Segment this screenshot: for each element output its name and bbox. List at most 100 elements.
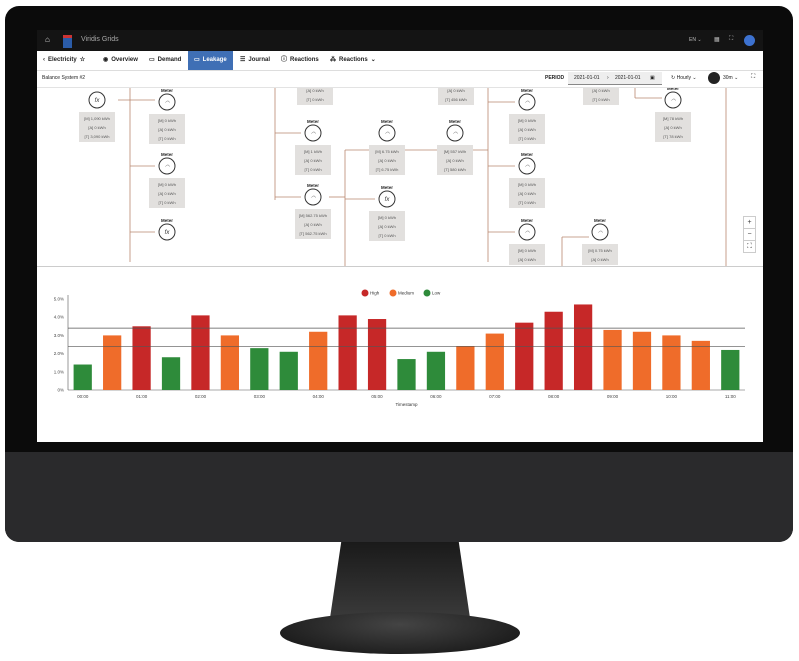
date-range-picker[interactable]: 2021-01-01 › 2021-01-01 ▣ [568, 72, 662, 85]
meter-node[interactable]: Meter ◠ [M] 78 kWh [A] 0 kWh [T] 78 kWh [655, 86, 691, 142]
node-value: [M] 0 kWh [518, 248, 536, 253]
bar-01:30[interactable] [161, 357, 181, 390]
bar-10:30[interactable] [691, 340, 710, 390]
bar-09:30[interactable] [632, 331, 652, 390]
meter-node[interactable]: Meter ◠ [M] 0 kWh [A] 0 kWh [T] 0 kWh [509, 152, 545, 208]
bar-06:00[interactable] [426, 351, 446, 390]
demand-icon: ▭ [149, 57, 155, 63]
bar-09:00[interactable] [603, 329, 622, 390]
refresh-select[interactable]: 30m ⌄ [723, 75, 739, 81]
x-tick-label: 07:00 [489, 394, 501, 399]
node-value: [M] 1,090 kWh [84, 116, 110, 121]
x-tick-label: 03:00 [254, 394, 266, 399]
node-value: [T] 0 kWh [306, 97, 323, 102]
y-tick-label: 2.0% [54, 351, 64, 356]
gauge-icon [518, 93, 536, 111]
home-icon[interactable]: ⌂ [45, 35, 50, 44]
interval-select[interactable]: ↻ Hourly ⌄ [671, 75, 697, 81]
bar-00:00[interactable] [73, 364, 92, 390]
legend-swatch[interactable] [389, 289, 397, 297]
meter-node[interactable]: Meter ◠ [M] 0 kWh [A] 0 kWh [T] 0 kWh [149, 88, 185, 144]
node-value: [M] 0 kWh [518, 182, 536, 187]
bar-04:00[interactable] [309, 331, 328, 390]
language-select[interactable]: EN ⌄ [689, 37, 702, 43]
meter-node[interactable]: Meter ◠ [M] 0 kWh [A] 0 kWh [T] 0 kWh [509, 88, 545, 144]
gauge-icon [664, 91, 682, 109]
node-glyph: ◠ [453, 131, 458, 137]
node-value: [A] 0 kWh [518, 257, 535, 262]
meter-node[interactable]: Meter fx [M] 0 kWh [A] 0 kWh [T] 0 kWh [369, 185, 405, 241]
back-electricity-button[interactable]: ‹ Electricity ☆ [43, 51, 85, 70]
diagram-canvas[interactable]: fx [M] 1,090 kWh [A] 0 kWh [T] 3,090 kWh Met… [37, 84, 763, 266]
node-glyph: fx [165, 230, 171, 236]
leakage-icon: ▭ [194, 57, 200, 63]
network-diagram[interactable]: fx [M] 1,090 kWh [A] 0 kWh [T] 3,090 kWh Met… [37, 84, 763, 266]
meter-node[interactable]: [A] 0 kWh [T] 456 kWh [438, 84, 474, 105]
bar-03:30[interactable] [279, 351, 298, 390]
node-label: Meter [521, 88, 533, 93]
fit-view-button[interactable]: ⛶ [743, 240, 756, 253]
bar-04:30[interactable] [338, 315, 357, 390]
bar-05:30[interactable] [397, 359, 416, 390]
bar-08:30[interactable] [573, 304, 593, 390]
meter-node[interactable]: Meter ◠ [M] 1 kWh [A] 0 kWh [T] 0 kWh [295, 119, 331, 175]
bar-00:30[interactable] [103, 335, 122, 390]
meter-node[interactable]: Meter fx [158, 218, 176, 241]
bar-01:00[interactable] [132, 326, 151, 390]
meter-node[interactable]: Meter ◠ [M] 0 kWh [A] 0 kWh [T] 0 kWh [149, 152, 185, 208]
legend-swatch[interactable] [423, 289, 431, 297]
star-icon[interactable]: ☆ [79, 57, 86, 63]
bar-07:30[interactable] [515, 322, 534, 390]
meter-node[interactable]: fx [M] 1,090 kWh [A] 0 kWh [T] 3,090 kWh [79, 91, 115, 142]
avatar[interactable] [744, 35, 755, 46]
bar-11:00[interactable] [721, 349, 740, 390]
tab-overview[interactable]: ◉ Overview [103, 51, 138, 70]
date-from: 2021-01-01 [574, 75, 600, 81]
node-glyph: ◠ [525, 164, 530, 170]
tab-journal[interactable]: ☰ Journal [240, 51, 270, 70]
meter-node[interactable]: Meter ◠ [M] 0 kWh [A] 0 kWh [509, 218, 545, 265]
node-value: [T] 3,090 kWh [85, 134, 110, 139]
bar-08:00[interactable] [544, 311, 563, 390]
calendar-icon[interactable]: ▣ [650, 75, 655, 81]
meter-node[interactable]: [A] 0 kWh [T] 0 kWh [583, 84, 619, 105]
refresh-icon[interactable] [708, 72, 720, 84]
meter-node[interactable]: Meter ◠ [M] 562.75 kWh [A] 0 kWh [T] 562.75 … [295, 183, 331, 239]
gauge-icon [591, 223, 609, 241]
app-title: Viridis Grids [81, 36, 119, 43]
legend-swatch[interactable] [361, 289, 369, 297]
meter-node[interactable]: [A] 0 kWh [T] 0 kWh [297, 84, 333, 105]
node-label: Meter [161, 152, 173, 157]
grid-icon[interactable]: ▦ [714, 37, 720, 43]
bar-10:00[interactable] [662, 335, 681, 390]
bar-07:00[interactable] [485, 333, 504, 390]
node-label: Meter [161, 218, 173, 223]
bar-06:30[interactable] [456, 346, 475, 390]
bar-02:30[interactable] [220, 335, 240, 390]
node-value: [M] 562.75 kWh [299, 213, 327, 218]
tab-demand[interactable]: ▭ Demand [149, 51, 181, 70]
meter-node[interactable]: Meter ◠ [M] 0.75 kWh [A] 0 kWh [582, 218, 618, 265]
fullscreen-icon[interactable]: ⛶ [751, 74, 756, 80]
tab-leakage[interactable]: ▭ Leakage [188, 51, 233, 70]
legend-label[interactable]: High [370, 291, 380, 296]
bar-03:00[interactable] [250, 348, 269, 390]
bar-02:00[interactable] [191, 315, 210, 390]
node-label: Meter [381, 119, 393, 124]
bar-05:00[interactable] [367, 319, 387, 390]
node-label: Meter [307, 119, 319, 124]
meter-node[interactable]: Meter ◠ [M] 557 kWh [A] 0 kWh [T] 580 kWh [437, 119, 473, 175]
tab-reactions-dropdown[interactable]: ⁂ Reactions ⌄ [330, 51, 376, 70]
node-label: Meter [161, 88, 173, 93]
value-box [655, 112, 691, 142]
fullscreen-icon[interactable]: ⛶ [729, 36, 734, 42]
tab-reactions[interactable]: ⓘ Reactions [281, 51, 319, 70]
x-tick-label: 11:00 [725, 394, 736, 399]
y-tick-label: 3.0% [54, 333, 64, 338]
page-title: Balance System #2 [42, 75, 86, 81]
value-box [295, 209, 331, 239]
legend-label[interactable]: Low [432, 291, 441, 296]
legend-label[interactable]: Medium [398, 291, 414, 296]
value-box [369, 211, 405, 241]
meter-node[interactable]: Meter ◠ [M] 6.75 kWh [A] 0 kWh [T] 6.75 kWh [369, 119, 405, 175]
